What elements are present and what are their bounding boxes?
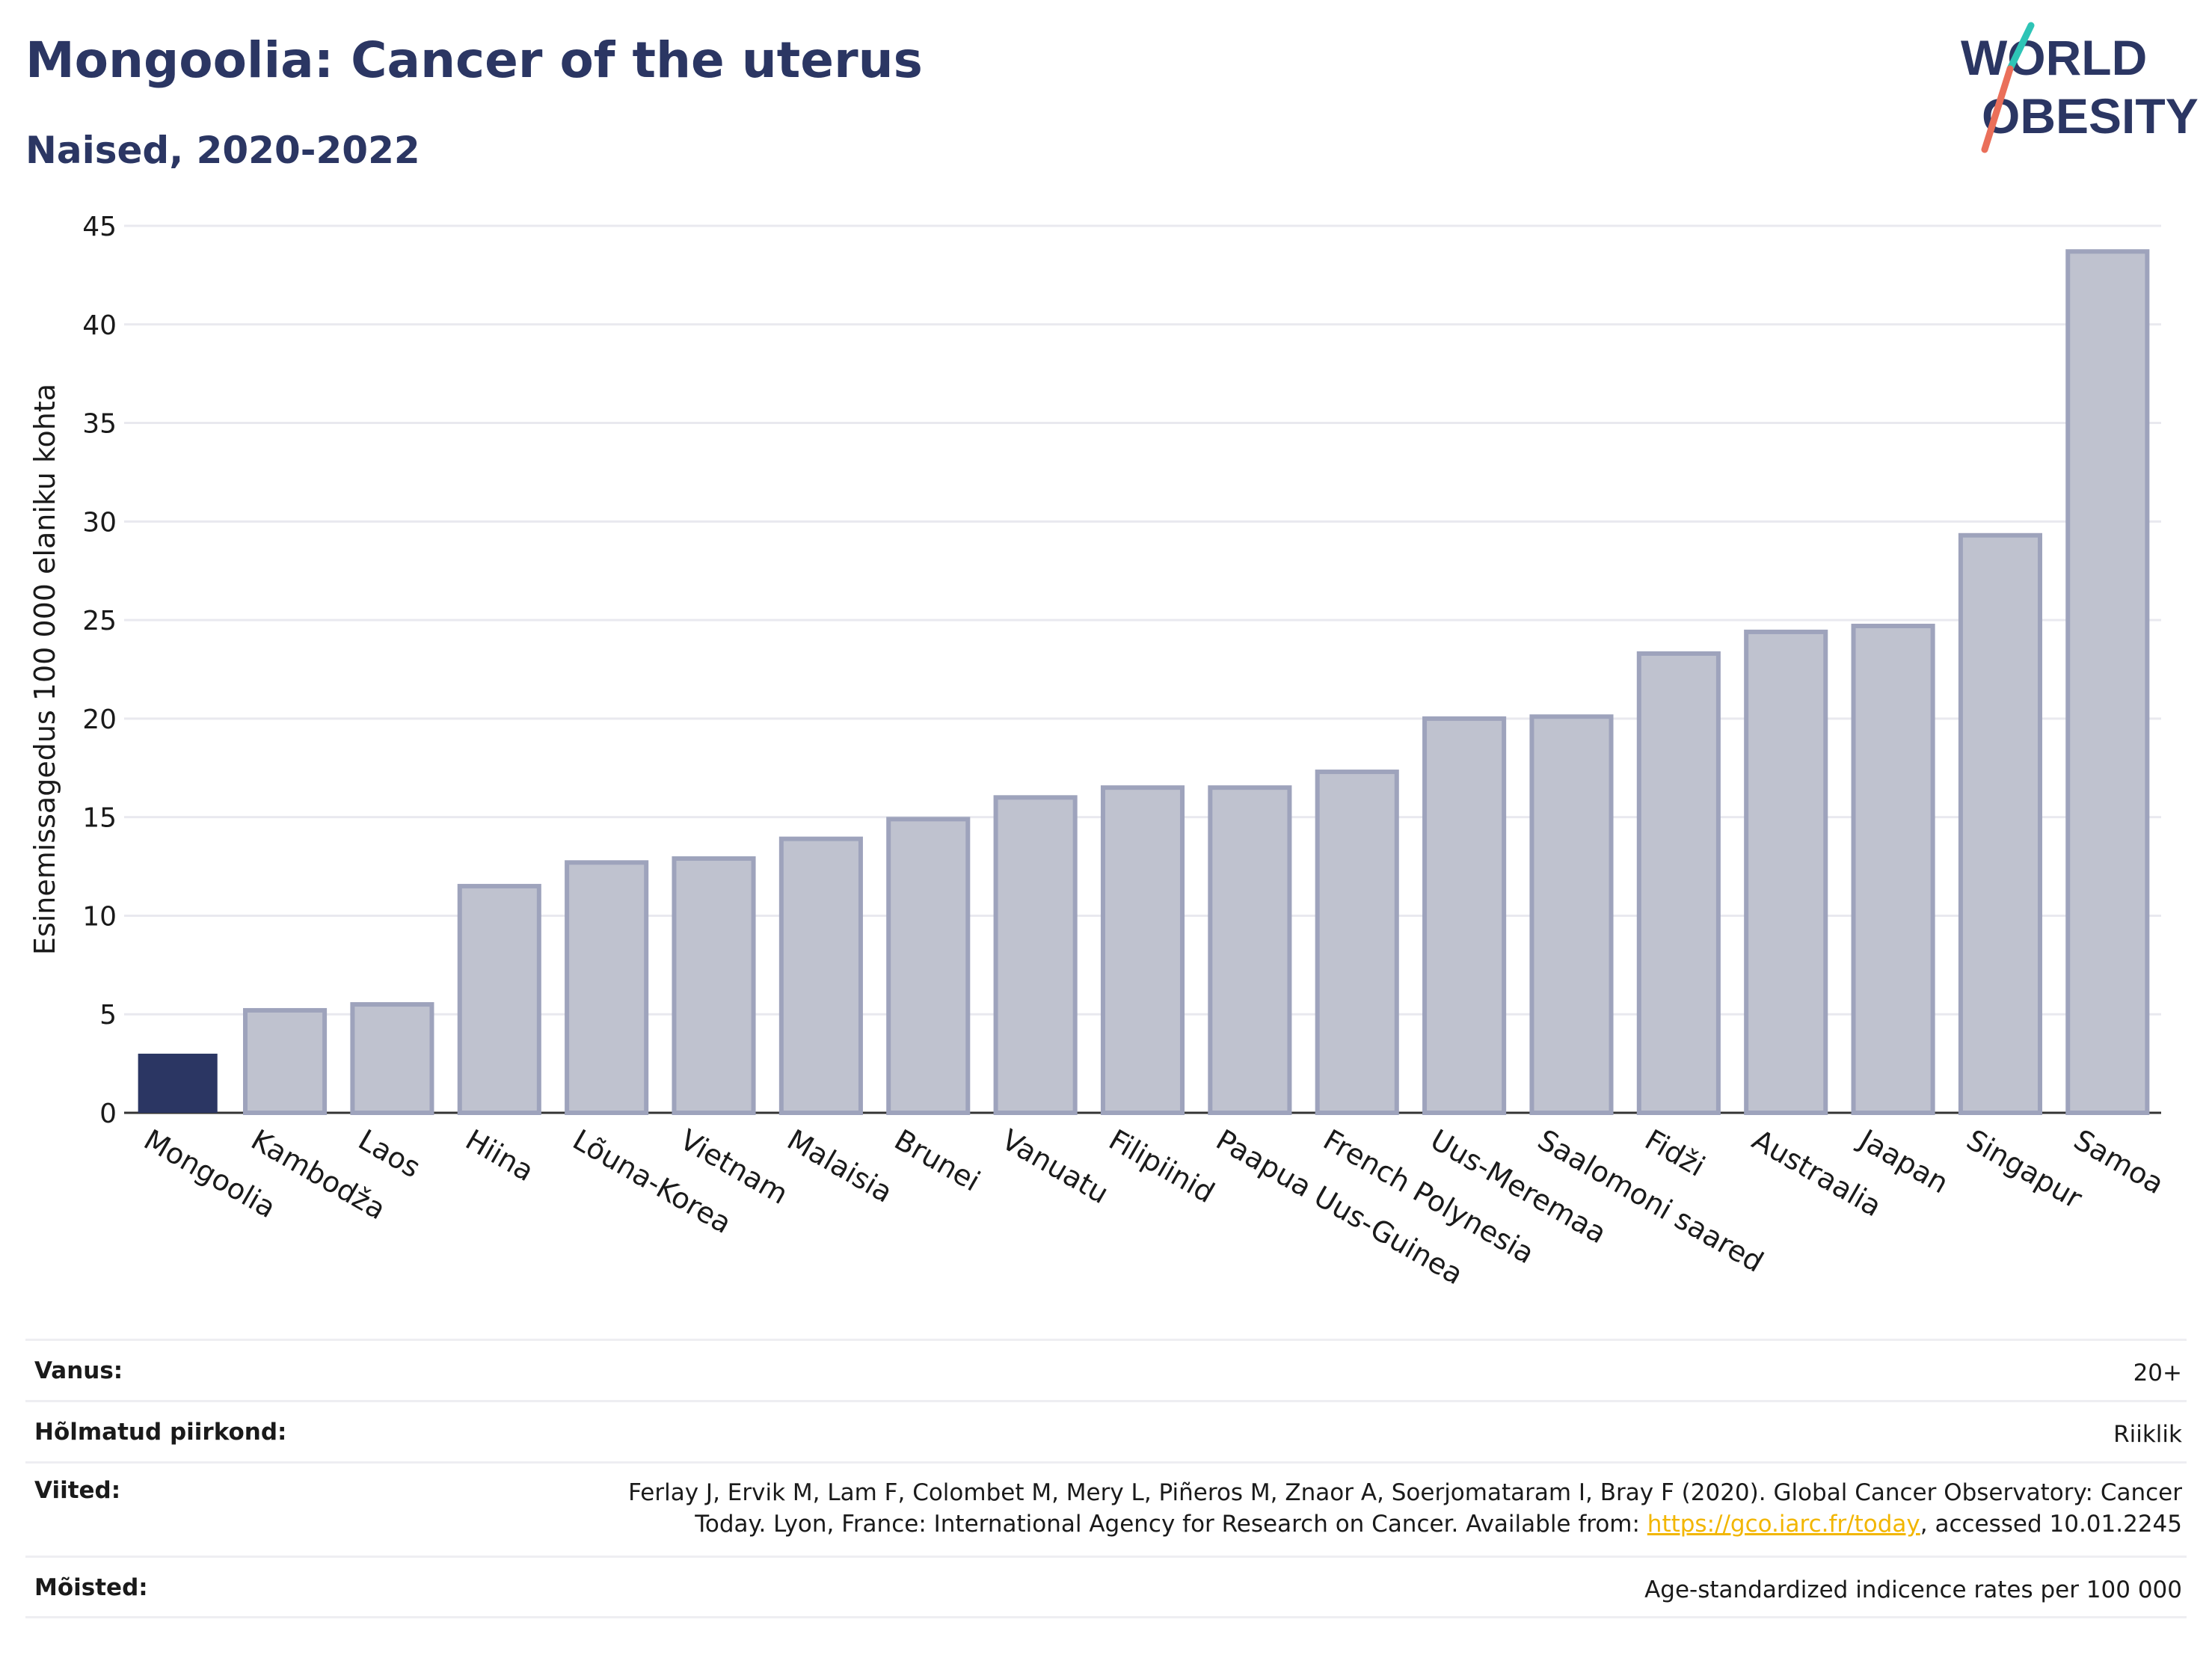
bar-hiina[interactable]: [457, 883, 541, 1116]
logo-line2: OBESITY: [1982, 88, 2199, 144]
y-tick-labels: 0 5 10 15 20 25 30 35 40 45: [82, 212, 117, 1129]
y-tick-label: 25: [82, 606, 117, 636]
logo-coral-slash: [1981, 65, 2014, 153]
meta-value-coverage: Riiklik: [2113, 1421, 2182, 1448]
reference-line-1: Ferlay J, Ervik M, Lam F, Colombet M, Me…: [628, 1479, 2182, 1506]
meta-key-age: Vanus:: [34, 1357, 123, 1384]
x-tick-label: Fidži: [1639, 1123, 1710, 1183]
reference-line-2-end: , accessed 10.01.2245: [1920, 1511, 2182, 1538]
y-tick-label: 20: [82, 704, 117, 735]
bar-vietnam[interactable]: [672, 856, 756, 1115]
y-tick-label: 15: [82, 803, 117, 834]
y-axis-label: Esinemissagedus 100 000 elaniku kohta: [28, 384, 61, 955]
meta-row-references: Viited: Ferlay J, Ervik M, Lam F, Colomb…: [25, 1461, 2187, 1556]
meta-row-definitions: Mõisted: Age-standardized indicence rate…: [25, 1556, 2187, 1618]
world-obesity-logo: WORLD OBESITY: [1961, 22, 2199, 153]
bar-uus-meremaa[interactable]: [1422, 716, 1507, 1115]
chart-title: Mongoolia: Cancer of the uterus: [25, 31, 923, 89]
y-tick-label: 35: [82, 409, 117, 440]
bar-vanuatu[interactable]: [993, 795, 1078, 1116]
bar-saalomoni-saared[interactable]: [1529, 714, 1614, 1115]
bar-l-una-korea[interactable]: [565, 860, 649, 1115]
meta-value-references: Ferlay J, Ervik M, Lam F, Colombet M, Me…: [628, 1477, 2187, 1540]
x-tick-label: Singapur: [1961, 1123, 2088, 1215]
metadata-table: Vanus: 20+ Hõlmatud piirkond: Riiklik Vi…: [25, 1339, 2187, 1618]
y-tick-label: 0: [99, 1099, 117, 1129]
bar-singapur[interactable]: [1958, 532, 2042, 1115]
bar-paapua-uus-guinea[interactable]: [1208, 785, 1292, 1115]
bar-samoa[interactable]: [2065, 249, 2150, 1115]
bar-jaapan[interactable]: [1851, 624, 1935, 1115]
x-tick-label: Malaisia: [781, 1123, 897, 1209]
meta-value-age: 20+: [2133, 1360, 2182, 1387]
x-tick-label: Hiina: [460, 1123, 539, 1188]
x-tick-label: Laos: [353, 1123, 426, 1185]
x-tick-label: Filipiinid: [1104, 1123, 1220, 1209]
logo-teal-slash: [2006, 22, 2035, 73]
logo-line1: WORLD: [1961, 30, 2147, 85]
y-tick-label: 40: [82, 310, 117, 341]
y-tick-label: 10: [82, 901, 117, 932]
bar-austraalia[interactable]: [1744, 629, 1828, 1115]
y-tick-label: 5: [99, 1000, 117, 1031]
bar-fid-i[interactable]: [1636, 651, 1721, 1115]
meta-row-coverage: Hõlmatud piirkond: Riiklik: [25, 1400, 2187, 1461]
bar-malaisia[interactable]: [778, 836, 863, 1116]
meta-key-definitions: Mõisted:: [34, 1574, 148, 1601]
meta-row-age: Vanus: 20+: [25, 1339, 2187, 1400]
x-tick-label: Vanuatu: [996, 1123, 1114, 1210]
bar-brunei[interactable]: [886, 817, 971, 1116]
meta-key-coverage: Hõlmatud piirkond:: [34, 1419, 287, 1446]
y-tick-label: 45: [82, 212, 117, 242]
bars: [138, 249, 2150, 1116]
reference-line-2-start: Today. Lyon, France: International Agenc…: [695, 1511, 1647, 1538]
bar-filipiinid[interactable]: [1100, 785, 1185, 1115]
chart-subtitle: Naised, 2020-2022: [25, 129, 420, 172]
bar-french-polynesia[interactable]: [1315, 770, 1399, 1115]
y-tick-label: 30: [82, 507, 117, 538]
bar-laos[interactable]: [350, 1002, 434, 1115]
x-tick-label: Brunei: [889, 1123, 986, 1198]
meta-key-references: Viited:: [34, 1477, 121, 1504]
meta-value-definitions: Age-standardized indicence rates per 100…: [1644, 1576, 2182, 1603]
reference-link[interactable]: https://gco.iarc.fr/today: [1647, 1511, 1920, 1538]
bar-kambod-a[interactable]: [243, 1007, 328, 1116]
bar-mongoolia[interactable]: [138, 1053, 218, 1113]
